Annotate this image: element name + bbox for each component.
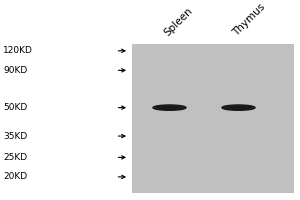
- Ellipse shape: [153, 105, 186, 110]
- Text: 20KD: 20KD: [3, 172, 27, 181]
- Text: 120KD: 120KD: [3, 46, 33, 55]
- Text: 25KD: 25KD: [3, 153, 27, 162]
- Ellipse shape: [222, 105, 255, 110]
- Text: 35KD: 35KD: [3, 132, 27, 141]
- Bar: [132, 44, 294, 193]
- Text: 90KD: 90KD: [3, 66, 27, 75]
- Text: 50KD: 50KD: [3, 103, 27, 112]
- Text: Spleen: Spleen: [162, 6, 195, 38]
- Text: Thymus: Thymus: [231, 2, 268, 38]
